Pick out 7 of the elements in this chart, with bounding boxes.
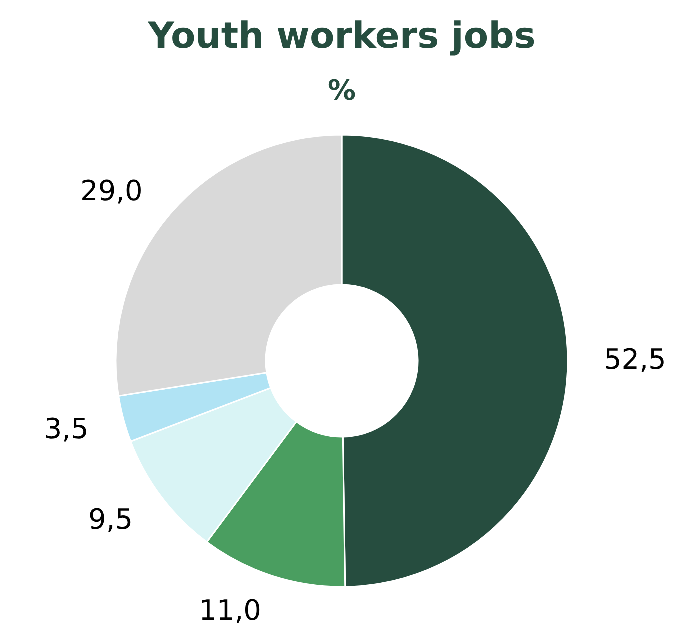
data-label: 3,5 xyxy=(44,412,89,446)
chart-subtitle: % xyxy=(328,74,356,107)
data-label: 9,5 xyxy=(88,502,134,536)
data-label: 11,0 xyxy=(199,594,262,628)
data-label: 52,5 xyxy=(604,342,666,376)
data-label: 29,0 xyxy=(80,174,143,208)
chart-title: Youth workers jobs xyxy=(147,16,536,57)
